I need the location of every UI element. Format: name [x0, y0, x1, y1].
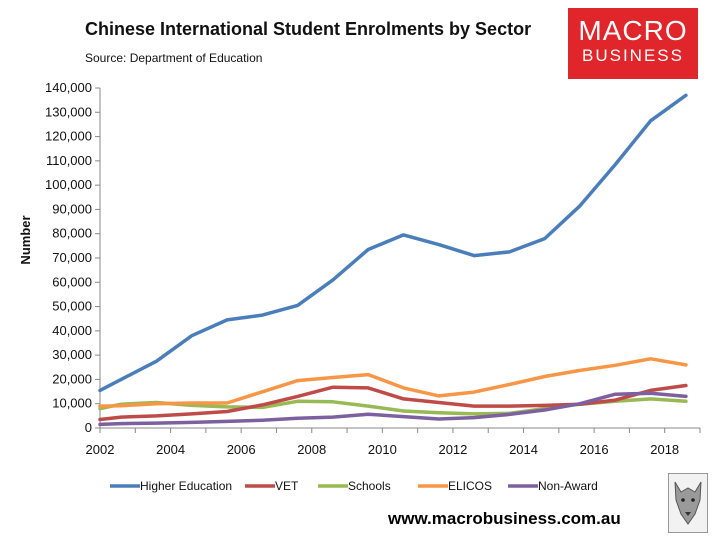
macrobusiness-logo[interactable]: MACRO BUSINESS	[568, 8, 698, 79]
chart-source: Source: Department of Education	[85, 51, 263, 65]
y-tick-label: 120,000	[45, 129, 92, 144]
legend: Higher Education VET Schools ELICOS Non-Awar…	[110, 479, 598, 493]
series-line-higher-education	[98, 93, 688, 393]
legend-item-non-award[interactable]: Non-Award	[508, 479, 598, 493]
y-tick-label: 140,000	[45, 80, 92, 95]
series-lines	[98, 93, 688, 427]
legend-item-schools[interactable]: Schools	[318, 479, 391, 493]
y-tick-label: 100,000	[45, 177, 92, 192]
y-axis-ticks: 0 10,000 20,000 30,000 40,000 50,000 60,000 70,…	[45, 80, 100, 435]
x-tick-label: 2010	[368, 442, 397, 457]
chart-axes	[99, 88, 700, 429]
y-tick-label: 90,000	[52, 201, 92, 216]
x-axis-ticks: 2002 2004 2006 2008 2010 2012 2014 2016 2018	[86, 428, 701, 457]
x-tick-label: 2008	[297, 442, 326, 457]
y-tick-label: 0	[85, 420, 92, 435]
x-tick-label: 2014	[509, 442, 538, 457]
series-line-elicos	[98, 357, 688, 408]
legend-item-higher-education[interactable]: Higher Education	[110, 479, 232, 493]
legend-label: Schools	[348, 479, 391, 493]
legend-label: Higher Education	[140, 479, 232, 493]
x-tick-label: 2004	[156, 442, 185, 457]
x-tick-label: 2018	[650, 442, 679, 457]
x-tick-label: 2006	[227, 442, 256, 457]
y-tick-label: 80,000	[52, 226, 92, 241]
y-axis-label: Number	[18, 215, 33, 264]
x-tick-label: 2012	[438, 442, 467, 457]
legend-label: ELICOS	[448, 479, 492, 493]
x-tick-label: 2002	[86, 442, 115, 457]
y-tick-label: 130,000	[45, 104, 92, 119]
y-tick-label: 10,000	[52, 396, 92, 411]
legend-label: Non-Award	[538, 479, 598, 493]
y-tick-label: 50,000	[52, 299, 92, 314]
wolf-mascot-image	[668, 473, 708, 533]
logo-line-1: MACRO	[578, 15, 688, 46]
y-tick-label: 60,000	[52, 274, 92, 289]
y-tick-label: 70,000	[52, 250, 92, 265]
legend-item-vet[interactable]: VET	[245, 479, 299, 493]
series-line-non-award	[98, 391, 688, 427]
legend-item-elicos[interactable]: ELICOS	[418, 479, 492, 493]
legend-label: VET	[275, 479, 299, 493]
website-url[interactable]: www.macrobusiness.com.au	[388, 509, 621, 528]
y-tick-label: 40,000	[52, 323, 92, 338]
y-tick-label: 30,000	[52, 347, 92, 362]
x-tick-label: 2016	[580, 442, 609, 457]
y-tick-label: 110,000	[46, 153, 92, 168]
chart-title: Chinese International Student Enrolments…	[85, 19, 532, 39]
logo-line-2: BUSINESS	[582, 46, 684, 65]
y-tick-label: 20,000	[52, 371, 92, 386]
